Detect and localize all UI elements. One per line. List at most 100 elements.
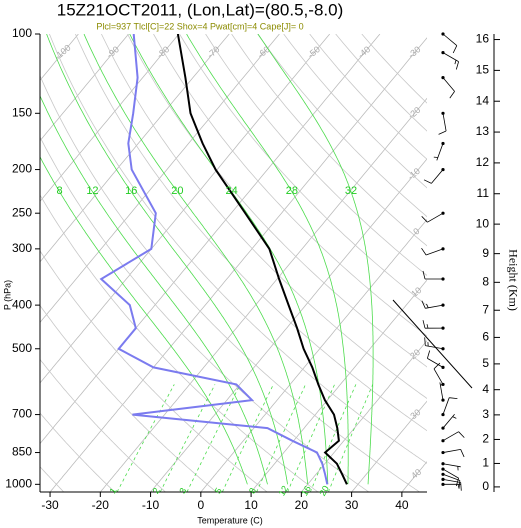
wind-barb-base xyxy=(441,167,445,172)
height-tick-label: 0 xyxy=(482,479,489,493)
moist-adiabat-label: 28 xyxy=(286,185,298,197)
isotherm xyxy=(0,34,28,492)
mixing-ratio-label: 16 xyxy=(299,484,313,498)
moist-adiabat-label: 12 xyxy=(86,185,98,197)
x-tick-label: -20 xyxy=(92,498,110,512)
dry-adiabat xyxy=(40,194,319,492)
height-tick-label: 7 xyxy=(482,302,489,316)
height-tick-label: 14 xyxy=(476,93,490,107)
isotherm-label: 10 xyxy=(409,285,423,299)
chart-title: 15Z21OCT2011, (Lon,Lat)=(80.5,-8.0) xyxy=(57,0,344,19)
wind-barb-base xyxy=(441,277,445,281)
wind-barb-base xyxy=(441,462,445,466)
wind-barb-base xyxy=(441,426,445,430)
x-tick-label: 30 xyxy=(345,498,359,512)
wind-barb xyxy=(421,247,444,256)
moist-adiabat xyxy=(83,34,309,485)
y-tick-label: 500 xyxy=(12,341,32,355)
wind-barb-base xyxy=(441,347,445,351)
dry-adiabat xyxy=(127,34,427,368)
isotherm xyxy=(40,34,129,142)
wind-barb xyxy=(442,431,465,442)
isotherm xyxy=(100,97,427,492)
height-tick-label: 11 xyxy=(477,186,490,200)
dry-adiabat xyxy=(75,34,427,432)
wind-barb xyxy=(442,77,455,99)
height-tick-label: 2 xyxy=(482,432,489,446)
isotherm xyxy=(351,400,427,492)
panel-boundary xyxy=(392,299,473,389)
wind-barb xyxy=(442,483,462,489)
moist-adiabat-label: 16 xyxy=(125,185,137,197)
mixing-ratio-label: 8 xyxy=(247,486,258,495)
y-tick-label: 100 xyxy=(12,26,32,40)
x-tick-label: 10 xyxy=(244,498,258,512)
height-tick-label: 1 xyxy=(482,456,489,470)
dry-adiabat xyxy=(40,250,268,492)
height-tick-label: 9 xyxy=(482,246,489,260)
dry-adiabat xyxy=(49,34,427,464)
wind-barb xyxy=(442,397,458,415)
plot-layer xyxy=(99,32,465,491)
wind-barb xyxy=(424,337,444,350)
wind-barb xyxy=(427,350,444,368)
y-tick-label: 250 xyxy=(12,205,32,219)
isotherm-label: 20 xyxy=(408,347,422,361)
y-tick-label: 150 xyxy=(12,105,32,119)
y-tick-label: 1000 xyxy=(5,477,32,491)
wind-barb-base xyxy=(441,467,445,471)
wind-barb-base xyxy=(441,51,445,55)
wind-barb xyxy=(421,212,444,223)
wind-barb-base xyxy=(441,365,445,370)
y-tick-label: 300 xyxy=(12,241,32,255)
wind-barb-base xyxy=(441,439,445,443)
dry-adiabat xyxy=(231,34,427,247)
dry-adiabat xyxy=(40,466,65,492)
isotherm xyxy=(150,158,427,492)
dry-adiabat xyxy=(40,74,420,492)
x-tick-label: -30 xyxy=(41,498,59,512)
wind-barb-base xyxy=(441,303,445,307)
isotherm-label: 30 xyxy=(408,407,422,421)
isotherm xyxy=(250,279,427,492)
wind-barb xyxy=(421,300,444,309)
moist-adiabat-label: 20 xyxy=(171,185,183,197)
wind-barb xyxy=(422,320,444,329)
isotherm-label: -100 xyxy=(52,43,72,62)
wind-barb xyxy=(422,270,444,280)
wind-barb xyxy=(442,52,459,70)
wind-barb-base xyxy=(441,472,445,476)
y2-axis-label: Height (Km) xyxy=(506,249,520,311)
height-tick-label: 13 xyxy=(476,124,490,138)
temperature-line xyxy=(176,34,348,485)
dry-adiabat xyxy=(361,34,427,104)
mixing-ratio-label: 3 xyxy=(177,486,188,495)
wind-barb-base xyxy=(441,482,445,486)
mixing-ratio-label: 1 xyxy=(107,486,118,495)
height-tick-label: 5 xyxy=(482,356,489,370)
dry-adiabat xyxy=(40,412,115,492)
isotherm-label: 0 xyxy=(411,226,421,237)
mixing-ratio-line xyxy=(328,384,374,492)
isotherm xyxy=(40,34,280,324)
moist-adiabat xyxy=(257,34,374,485)
wind-barb-base xyxy=(441,211,445,215)
wind-barb xyxy=(442,463,461,471)
isotherm xyxy=(40,34,230,263)
x-axis-label: Temperature (C) xyxy=(197,515,263,525)
x-tick-label: 0 xyxy=(197,498,204,512)
height-tick-label: 16 xyxy=(476,32,490,46)
height-tick-label: 12 xyxy=(476,155,490,169)
wind-barb xyxy=(442,414,457,429)
wind-barb xyxy=(438,113,447,135)
isotherm xyxy=(401,461,427,492)
mixing-ratio-line xyxy=(116,384,175,492)
x-tick-label: 20 xyxy=(295,498,309,512)
y-tick-label: 200 xyxy=(12,162,32,176)
dry-adiabat xyxy=(40,136,370,492)
dry-adiabat xyxy=(309,34,427,160)
dry-adiabat xyxy=(40,304,217,492)
wind-barb xyxy=(442,473,461,489)
